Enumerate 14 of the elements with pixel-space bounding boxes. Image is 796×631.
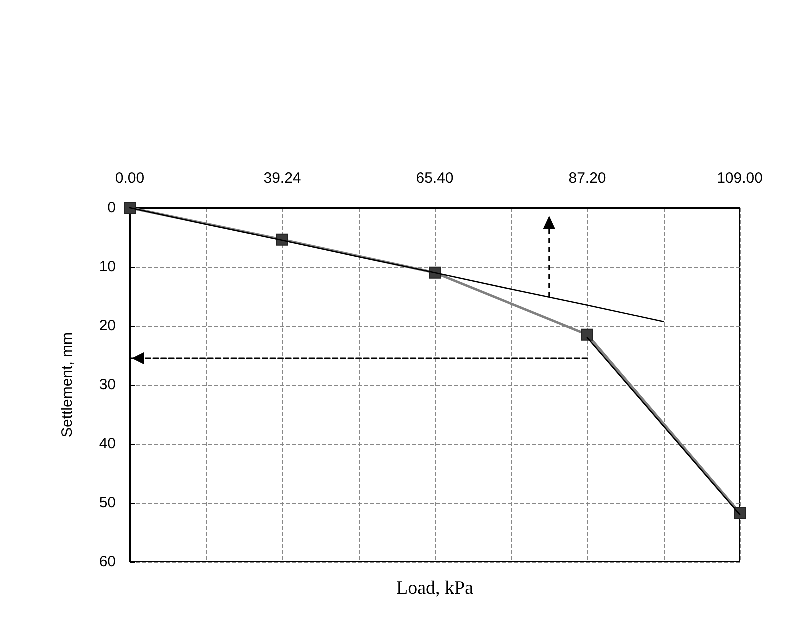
x-axis-title: Load, kPa <box>396 578 474 599</box>
y-tick-label: 10 <box>99 258 116 276</box>
x-tick-label: 87.20 <box>568 170 606 187</box>
y-axis-title: Settlement, mm <box>59 332 76 438</box>
y-tick-label: 40 <box>99 436 116 452</box>
y-tick-label: 60 <box>99 554 116 570</box>
x-tick-label: 109.00 <box>717 170 763 187</box>
y-tick-label: 20 <box>99 318 116 334</box>
y-tick-label: 0 <box>108 200 116 216</box>
x-tick-label: 0.00 <box>115 170 145 187</box>
x-tick-label: 65.40 <box>416 170 454 187</box>
y-tick-label: 30 <box>99 376 116 394</box>
x-tick-label: 39.24 <box>264 170 302 187</box>
y-tick-label: 50 <box>99 494 116 512</box>
